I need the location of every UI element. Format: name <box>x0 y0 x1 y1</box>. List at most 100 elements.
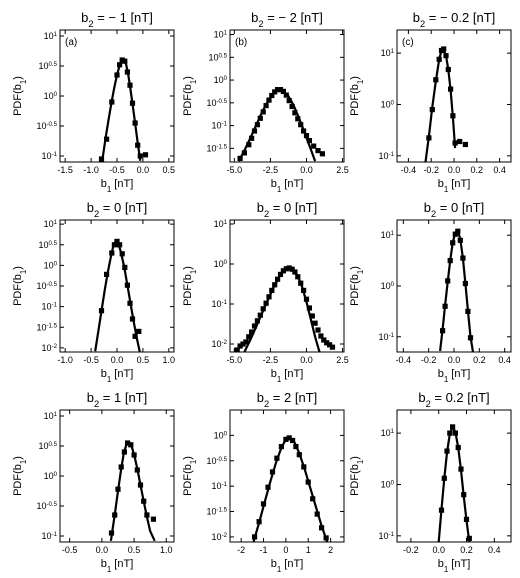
x-tick-label: 0.4 <box>498 355 511 365</box>
y-tick-exponent: -1 <box>222 299 228 306</box>
ylabel-subscript: 1 <box>19 269 28 274</box>
xlabel-subscript: 1 <box>107 185 112 194</box>
x-tick-label: -0.5 <box>109 165 125 175</box>
y-tick-label: 10-0.5 <box>36 501 57 512</box>
data-point <box>125 440 131 446</box>
x-tick-label: 0.0 <box>96 545 109 555</box>
y-tick-mantissa: 10 <box>214 75 224 85</box>
data-point <box>321 337 327 343</box>
chart-panel: b2 = 2 [nT]-2 -1 0 1 210-210-1.510-110-0.510… <box>182 390 345 574</box>
x-tick-label: 0.5 <box>128 545 141 555</box>
data-point <box>460 255 466 261</box>
xlabel-subscript: 1 <box>277 375 282 384</box>
data-point <box>122 264 128 270</box>
y-tick-label: 101 <box>214 219 228 230</box>
data-point <box>314 511 320 517</box>
y-tick-label: 100 <box>381 479 395 490</box>
data-point <box>319 151 325 157</box>
x-tick-label: 1.0 <box>160 545 173 555</box>
y-tick-label: 101 <box>381 48 395 59</box>
data-point <box>137 482 144 488</box>
data-point <box>450 240 456 246</box>
y-tick-exponent: 0.5 <box>49 239 58 246</box>
y-tick-exponent: 1 <box>391 428 395 435</box>
series-group <box>234 265 336 352</box>
data-point <box>436 56 442 62</box>
data-point <box>323 535 329 541</box>
y-axis-label: PDF(b1) <box>182 456 198 496</box>
y-tick-label: 10-1 <box>212 299 228 310</box>
y-tick-exponent: -1.5 <box>46 322 57 329</box>
y-tick-label: 10-1 <box>42 151 58 162</box>
x-axis-label: b1 [nT] <box>438 178 471 194</box>
series-group <box>424 46 468 162</box>
data-point <box>128 442 134 448</box>
title-rest: = 2 [nT] <box>269 390 317 405</box>
y-tick-exponent: 0.5 <box>219 52 228 59</box>
series-group <box>94 238 142 352</box>
data-point <box>440 328 446 334</box>
y-tick-mantissa: 10 <box>44 260 54 270</box>
fit-curve <box>109 441 156 542</box>
y-tick-exponent: -0.5 <box>216 97 227 104</box>
title-subscript: 2 <box>94 399 99 409</box>
y-tick-exponent: 0 <box>224 75 228 82</box>
y-tick-mantissa: 10 <box>208 52 218 62</box>
data-point <box>433 77 439 83</box>
y-tick-label: 101 <box>44 411 58 422</box>
y-tick-exponent: 0 <box>224 259 228 266</box>
x-tick-label: 0.0 <box>448 165 461 175</box>
y-axis-label: PDF(b1) <box>349 456 365 496</box>
x-tick-label: 2.5 <box>336 355 349 365</box>
x-tick-label: 2 <box>328 545 333 555</box>
ylabel-rest: ) <box>12 76 24 80</box>
x-tick-label: -0.2 <box>421 355 437 365</box>
y-tick-exponent: -1 <box>389 331 395 338</box>
data-point <box>109 250 115 256</box>
x-tick-label: 0.2 <box>471 165 484 175</box>
data-point <box>275 276 281 282</box>
ylabel-rest: ) <box>349 456 361 460</box>
x-tick-label: 1.0 <box>163 355 176 365</box>
title-rest: = 0.2 [nT] <box>431 390 490 405</box>
x-tick-label: 0.4 <box>493 165 506 175</box>
ylabel-subscript: 1 <box>356 269 365 274</box>
title-rest: = − 1 [nT] <box>94 10 153 25</box>
y-tick-mantissa: 10 <box>379 332 389 342</box>
y-tick-mantissa: 10 <box>381 48 391 58</box>
title-rest: = − 0.2 [nT] <box>425 10 495 25</box>
y-tick-mantissa: 10 <box>206 507 216 517</box>
data-point <box>466 535 472 541</box>
y-tick-exponent: 1 <box>391 230 395 237</box>
data-point <box>104 136 110 142</box>
title-main: b <box>87 390 94 405</box>
xlabel-main: b <box>101 558 107 570</box>
xlabel-rest: [nT] <box>281 178 303 190</box>
chart-panel: b2 = − 1 [nT](a)-1.5 -1.0 -0.5 0.0 0.510-110… <box>12 10 175 194</box>
data-point <box>286 265 292 271</box>
xlabel-main: b <box>271 178 277 190</box>
y-axis-label: PDF(b1) <box>12 456 28 496</box>
y-tick-label: 100 <box>44 260 58 271</box>
y-tick-label: 10-2 <box>212 339 228 350</box>
y-tick-label: 10-0.5 <box>206 455 227 466</box>
data-point <box>263 300 269 306</box>
data-point <box>455 228 461 234</box>
data-point <box>445 66 451 73</box>
y-tick-exponent: 0 <box>54 471 58 478</box>
y-tick-exponent: 0.5 <box>49 441 58 448</box>
title-main: b <box>87 200 94 215</box>
xlabel-main: b <box>101 368 107 380</box>
xlabel-subscript: 1 <box>277 185 282 194</box>
data-point <box>311 143 317 149</box>
y-tick-mantissa: 10 <box>206 98 216 108</box>
data-point <box>441 475 447 481</box>
panel-title: b2 = 1 [nT] <box>87 390 148 409</box>
y-tick-label: 10-0.5 <box>206 97 227 108</box>
data-point <box>249 329 255 335</box>
data-point <box>319 525 325 531</box>
data-point <box>260 501 267 507</box>
data-point <box>292 269 298 275</box>
y-tick-exponent: 1 <box>54 219 58 226</box>
